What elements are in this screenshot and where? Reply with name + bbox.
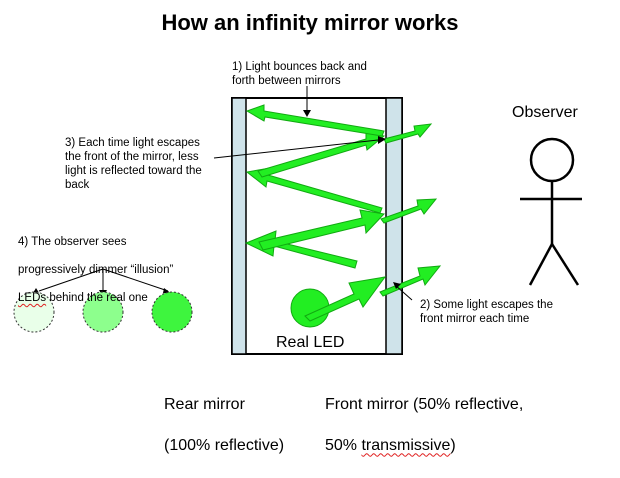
note-4-led-word: LEDs xyxy=(18,292,47,305)
note-3-less-light: 3) Each time light escapes the front of … xyxy=(65,137,202,192)
note-4-line-1: 4) The observer sees xyxy=(18,236,127,249)
illusion-led-medium xyxy=(82,291,124,333)
escape-beam-2 xyxy=(380,198,438,224)
diagram-title: How an infinity mirror works xyxy=(161,10,459,35)
beam-led-to-front xyxy=(304,276,387,322)
front-mirror-transmissive-word: transmissive xyxy=(361,437,451,455)
pointer-note-1-head xyxy=(303,110,311,117)
note-4-line-3-rest: behind the real one xyxy=(46,292,148,305)
observer-head xyxy=(529,137,575,183)
diagram-canvas xyxy=(13,86,582,355)
observer-label: Observer xyxy=(512,104,578,121)
beam-rear-to-front-1 xyxy=(258,209,386,251)
illusion-led-bright xyxy=(151,291,193,333)
front-mirror-label-line-2a: 50% xyxy=(325,437,362,455)
infinity-mirror-diagram: How an infinity mirror works 1) Light bo… xyxy=(13,10,582,454)
escape-beam-3 xyxy=(383,123,433,144)
front-mirror-label-line-2: 50% transmissive) xyxy=(325,436,523,457)
pointer-note-2 xyxy=(394,284,413,301)
real-led-label: Real LED xyxy=(276,334,345,351)
beam-rear-to-front-2 xyxy=(257,131,386,178)
note-2-escape: 2) Some light escapes the front mirror e… xyxy=(420,299,553,326)
pointer-note-2-head xyxy=(393,282,401,289)
pointer-note-3-head xyxy=(378,136,386,144)
front-mirror-label-line-2c: ) xyxy=(450,437,456,455)
rear-mirror-label-line-1: Rear mirror xyxy=(164,395,245,413)
rear-mirror-label: Rear mirror (100% reflective) xyxy=(164,374,284,478)
pointer-illusion-3 xyxy=(102,268,169,292)
front-mirror-label: Front mirror (50% reflective, 50% transm… xyxy=(325,374,523,478)
note-4-observer-sees: 4) The observer sees progressively dimme… xyxy=(18,221,173,319)
pointer-illusion-1 xyxy=(38,268,104,292)
note-4-line-3: LEDs behind the real one xyxy=(18,291,173,305)
pointer-note-3 xyxy=(213,139,379,159)
beam-front-to-rear-3 xyxy=(245,104,385,137)
observer-right-leg xyxy=(550,243,580,286)
observer-left-leg xyxy=(528,243,554,286)
observer-figure xyxy=(520,137,582,286)
beam-front-to-rear-2 xyxy=(245,167,383,214)
rear-mirror xyxy=(231,97,247,355)
note-4-line-2: progressively dimmer “illusion” xyxy=(18,264,174,277)
rear-mirror-label-line-2: (100% reflective) xyxy=(164,437,285,455)
front-mirror-label-line-1: Front mirror (50% reflective, xyxy=(325,395,524,413)
note-1-bounce: 1) Light bounces back and forth between … xyxy=(232,61,367,88)
illusion-led-dim xyxy=(13,291,55,333)
escape-beam-1 xyxy=(379,265,442,297)
